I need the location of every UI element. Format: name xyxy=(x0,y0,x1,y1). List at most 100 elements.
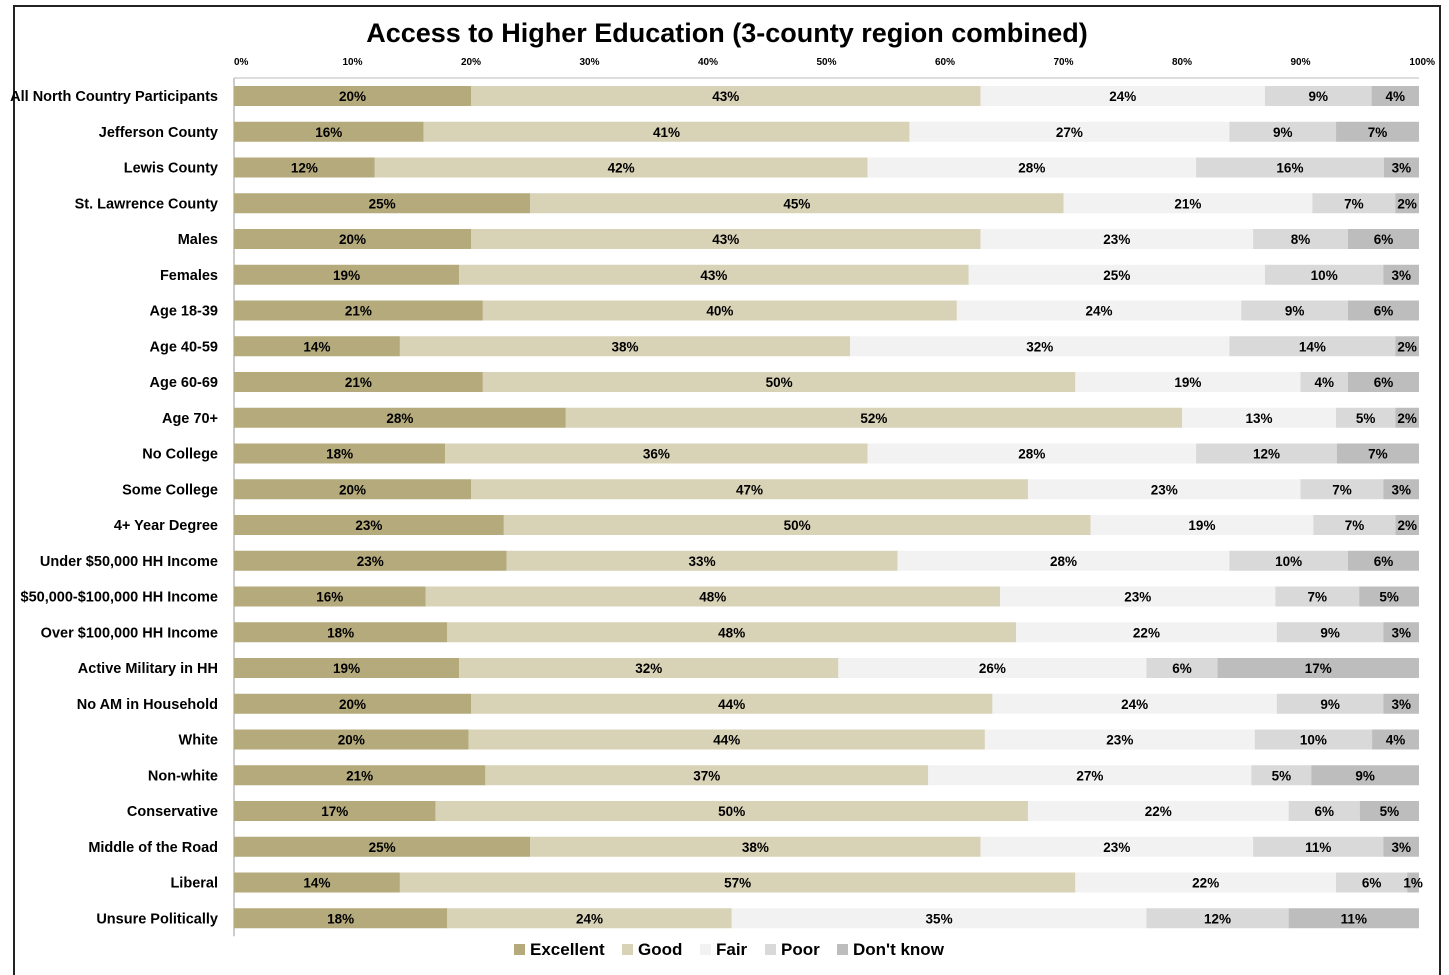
bar-poor xyxy=(1336,872,1408,893)
data-label: 9% xyxy=(1309,89,1329,104)
bar-poor xyxy=(1313,515,1396,535)
bar-poor xyxy=(1275,586,1360,607)
bar-good xyxy=(447,908,732,929)
data-label: 22% xyxy=(1192,876,1219,891)
x-tick-label: 20% xyxy=(461,57,481,68)
bar-excellent xyxy=(234,407,566,428)
bar-excellent xyxy=(234,300,483,321)
data-label: 23% xyxy=(1151,482,1178,497)
bar-poor xyxy=(1253,229,1348,249)
bar-good xyxy=(399,336,851,357)
bar-good xyxy=(435,801,1028,821)
bar-excellent xyxy=(234,765,486,786)
bar-poor xyxy=(1146,908,1289,929)
bar-don-t-know xyxy=(1383,836,1419,857)
data-label: 20% xyxy=(339,232,366,247)
bar-don-t-know xyxy=(1383,479,1419,500)
data-label: 3% xyxy=(1392,161,1412,176)
data-label: 28% xyxy=(1018,161,1045,176)
bar-excellent xyxy=(234,658,460,678)
bar-fair xyxy=(1016,622,1277,643)
bar-poor xyxy=(1254,729,1373,750)
bar-good xyxy=(530,193,1064,214)
data-label: 23% xyxy=(1124,590,1151,605)
data-label: 7% xyxy=(1332,482,1352,497)
data-label: 6% xyxy=(1314,804,1334,819)
bar-poor xyxy=(1336,407,1396,428)
bar-fair xyxy=(867,157,1197,178)
data-label: 10% xyxy=(1300,733,1327,748)
x-tick-label: 50% xyxy=(816,57,836,68)
data-label: 38% xyxy=(742,840,769,855)
bar-fair xyxy=(909,121,1230,142)
bar-poor xyxy=(1241,300,1348,321)
bar-don-t-know xyxy=(1347,372,1419,392)
bar-good xyxy=(374,157,868,178)
data-label: 2% xyxy=(1397,339,1417,354)
data-label: 23% xyxy=(355,518,382,533)
category-label: Females xyxy=(160,268,218,284)
bar-don-t-know xyxy=(1336,443,1419,464)
data-label: 9% xyxy=(1355,768,1375,783)
data-label: 16% xyxy=(316,590,343,605)
data-label: 32% xyxy=(1026,339,1053,354)
data-label: 4% xyxy=(1314,375,1334,390)
data-label: 2% xyxy=(1397,411,1417,426)
chart-frame xyxy=(13,5,1441,975)
bar-fair xyxy=(731,908,1147,929)
category-label: No AM in Household xyxy=(77,697,218,713)
bar-excellent xyxy=(234,336,400,357)
data-label: 28% xyxy=(1050,554,1077,569)
bar-fair xyxy=(1090,515,1314,535)
bar-excellent xyxy=(234,872,400,893)
data-label: 9% xyxy=(1285,304,1305,319)
bar-don-t-know xyxy=(1383,622,1419,643)
bar-excellent xyxy=(234,550,507,571)
data-label: 8% xyxy=(1291,232,1311,247)
data-label: 25% xyxy=(369,840,396,855)
x-tick-label: 10% xyxy=(342,57,362,68)
bar-fair xyxy=(956,300,1242,321)
data-label: 23% xyxy=(357,554,384,569)
bar-excellent xyxy=(234,264,460,285)
category-label: St. Lawrence County xyxy=(75,196,218,212)
legend-swatch xyxy=(765,944,776,955)
bar-excellent xyxy=(234,729,469,750)
data-label: 27% xyxy=(1076,768,1103,783)
data-label: 18% xyxy=(326,447,353,462)
legend-swatch xyxy=(700,944,711,955)
bar-don-t-know xyxy=(1383,157,1419,178)
bar-good xyxy=(471,229,981,249)
bar-good xyxy=(471,693,993,714)
bar-fair xyxy=(980,229,1254,249)
bar-fair xyxy=(928,765,1252,786)
bar-fair xyxy=(897,550,1230,571)
category-label: Liberal xyxy=(170,876,218,892)
data-label: 5% xyxy=(1380,804,1400,819)
bar-excellent xyxy=(234,479,471,500)
data-label: 24% xyxy=(1121,697,1148,712)
category-label: Active Military in HH xyxy=(78,661,218,677)
data-label: 23% xyxy=(1103,232,1130,247)
category-label: Age 60-69 xyxy=(149,375,218,391)
data-label: 5% xyxy=(1356,411,1376,426)
data-label: 32% xyxy=(635,661,662,676)
x-tick-label: 70% xyxy=(1053,57,1073,68)
data-label: 19% xyxy=(1174,375,1201,390)
category-label: Age 40-59 xyxy=(149,339,218,355)
data-label: 28% xyxy=(386,411,413,426)
bar-poor xyxy=(1196,157,1384,178)
data-label: 6% xyxy=(1362,876,1382,891)
bar-good xyxy=(423,121,910,142)
data-label: 36% xyxy=(643,447,670,462)
bar-poor xyxy=(1288,801,1360,821)
data-label: 19% xyxy=(333,268,360,283)
bar-fair xyxy=(1027,801,1289,821)
data-label: 27% xyxy=(1056,125,1083,140)
category-label: 4+ Year Degree xyxy=(114,518,218,534)
bar-don-t-know xyxy=(1336,121,1419,142)
bar-poor xyxy=(1251,765,1312,786)
bar-don-t-know xyxy=(1347,300,1419,321)
bar-good xyxy=(399,872,1076,893)
data-label: 10% xyxy=(1275,554,1302,569)
